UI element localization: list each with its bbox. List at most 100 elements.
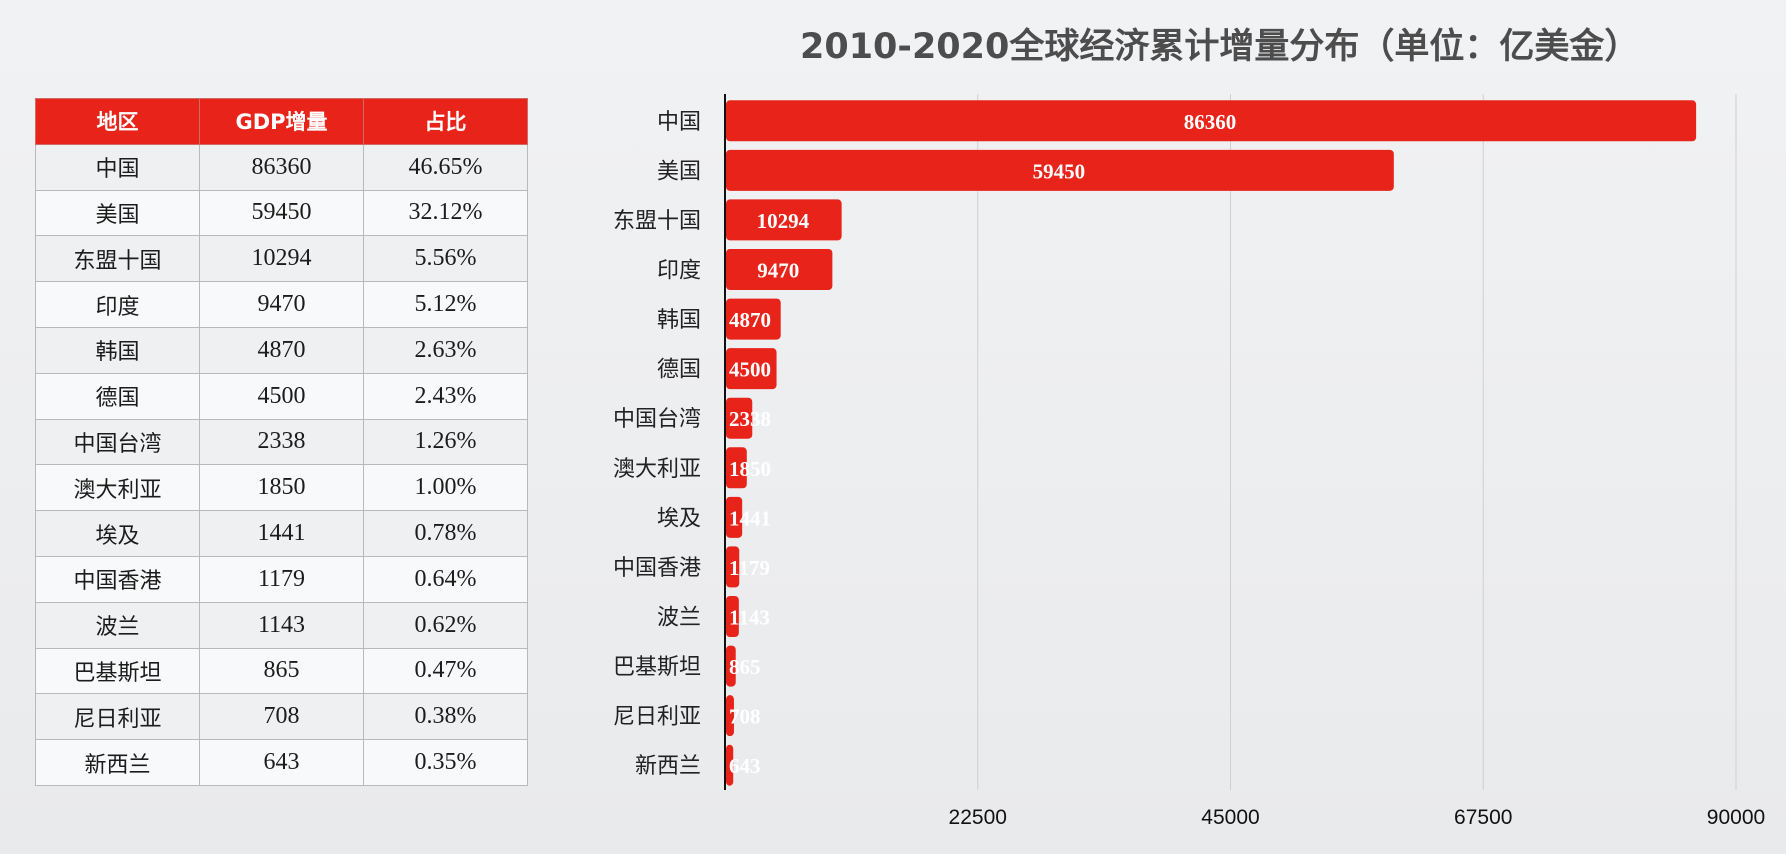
- bar-value-label: 1441: [729, 506, 771, 530]
- category-label: 巴基斯坦: [613, 655, 701, 680]
- bar: [726, 447, 747, 489]
- bar: [726, 496, 743, 538]
- table-cell-gdp-increase: 10294: [199, 235, 364, 283]
- table-cell-gdp-increase: 59450: [199, 189, 364, 237]
- grid-lines: [724, 94, 1737, 790]
- table-cell-gdp-increase: 4500: [199, 372, 364, 420]
- category-label: 波兰: [657, 606, 701, 631]
- table-row: 德国 4500 2.43%: [35, 372, 528, 420]
- category-label: 中国香港: [613, 556, 701, 581]
- category-label: 埃及: [657, 506, 701, 531]
- category-label: 韩国: [657, 308, 701, 333]
- table-cell-region: 德国: [35, 372, 200, 420]
- bar: [726, 199, 842, 241]
- table-cell-share: 0.47%: [363, 647, 528, 695]
- table-header-row: 地区 GDP增量 占比: [35, 98, 528, 145]
- table-cell-share: 5.12%: [363, 281, 528, 328]
- bars: 86360 59450 10294 9470 4870 4500 2338 1850 1441 1…: [726, 100, 1697, 786]
- bar-value-label: 865: [729, 655, 761, 679]
- x-tick-label: 67500: [1454, 806, 1512, 829]
- x-tick-label: 90000: [1707, 806, 1765, 829]
- table-cell-gdp-increase: 4870: [199, 326, 364, 374]
- gdp-table: 地区 GDP增量 占比 中国 86360 46.65% 美国 59450 32.12% 东盟…: [35, 98, 528, 786]
- table-cell-share: 1.26%: [363, 418, 528, 466]
- column-header-region: 地区: [35, 98, 200, 145]
- bar-value-label: 1143: [729, 606, 770, 630]
- table-cell-gdp-increase: 2338: [199, 418, 364, 466]
- bar-value-label: 643: [729, 754, 761, 778]
- table-cell-region: 新西兰: [35, 739, 200, 786]
- x-tick-label: 45000: [1201, 806, 1259, 829]
- table-cell-share: 2.43%: [363, 372, 528, 420]
- bar-value-label: 708: [729, 705, 761, 729]
- table-cell-region: 埃及: [35, 510, 200, 557]
- table-row: 埃及 1441 0.78%: [35, 510, 528, 557]
- table-cell-share: 0.78%: [363, 510, 528, 557]
- bar: [726, 298, 781, 340]
- table-row: 新西兰 643 0.35%: [35, 739, 528, 786]
- table-row: 巴基斯坦 865 0.47%: [35, 647, 528, 695]
- table-row: 东盟十国 10294 5.56%: [35, 235, 528, 283]
- table-row: 美国 59450 32.12%: [35, 189, 528, 237]
- category-label: 德国: [657, 358, 701, 383]
- x-axis-ticks: 22500 45000 67500 90000: [949, 806, 1766, 829]
- table-cell-gdp-increase: 1143: [199, 601, 364, 649]
- chart-title: 2010-2020全球经济累计增量分布（单位：亿美金）: [800, 27, 1640, 67]
- category-label: 澳大利亚: [613, 457, 701, 482]
- table-cell-share: 2.63%: [363, 326, 528, 374]
- table-cell-gdp-increase: 708: [199, 693, 364, 741]
- table-cell-share: 32.12%: [363, 189, 528, 237]
- bar-value-label: 2338: [729, 407, 771, 431]
- bar: [726, 348, 777, 390]
- bar-value-label: 1179: [729, 556, 770, 580]
- table-cell-region: 巴基斯坦: [35, 647, 200, 695]
- bar: [726, 249, 833, 290]
- category-label: 东盟十国: [613, 209, 701, 234]
- table-cell-gdp-increase: 1850: [199, 464, 364, 512]
- table-cell-region: 韩国: [35, 326, 200, 374]
- category-label: 中国台湾: [613, 407, 701, 432]
- table-row: 中国台湾 2338 1.26%: [35, 418, 528, 466]
- table-cell-region: 美国: [35, 189, 200, 237]
- table-body: 中国 86360 46.65% 美国 59450 32.12% 东盟十国 10294 5.56%…: [35, 143, 528, 786]
- category-label: 新西兰: [635, 754, 701, 779]
- bar: [726, 695, 734, 737]
- category-label: 尼日利亚: [613, 705, 701, 730]
- table-row: 印度 9470 5.12%: [35, 281, 528, 328]
- bar: [726, 596, 739, 637]
- bar-value-label: 1850: [729, 457, 771, 481]
- bar-value-label: 9470: [757, 259, 799, 283]
- table-cell-region: 中国台湾: [35, 418, 200, 466]
- table-cell-share: 0.62%: [363, 601, 528, 649]
- bar-value-label: 59450: [1033, 159, 1086, 183]
- bar-value-label: 4500: [729, 358, 771, 382]
- category-label: 印度: [657, 259, 701, 284]
- table-cell-share: 0.35%: [363, 739, 528, 786]
- category-label: 中国: [657, 110, 701, 135]
- table-cell-gdp-increase: 1179: [199, 555, 364, 603]
- column-header-gdp-increase: GDP增量: [199, 98, 364, 145]
- table-row: 波兰 1143 0.62%: [35, 601, 528, 649]
- table-cell-region: 印度: [35, 281, 200, 328]
- table-row: 澳大利亚 1850 1.00%: [35, 464, 528, 512]
- bar: [726, 100, 1697, 142]
- table-cell-region: 波兰: [35, 601, 200, 649]
- table-cell-share: 5.56%: [363, 235, 528, 283]
- table-cell-region: 尼日利亚: [35, 693, 200, 741]
- bar-value-label: 10294: [757, 209, 810, 233]
- table-cell-region: 澳大利亚: [35, 464, 200, 512]
- table-cell-share: 46.65%: [363, 143, 528, 191]
- category-labels: 中国美国东盟十国印度韩国德国中国台湾澳大利亚埃及中国香港波兰巴基斯坦尼日利亚新西…: [613, 110, 701, 779]
- bar-value-label: 86360: [1184, 110, 1237, 134]
- table-cell-region: 东盟十国: [35, 235, 200, 283]
- column-header-share: 占比: [363, 98, 528, 145]
- table-row: 韩国 4870 2.63%: [35, 326, 528, 374]
- bar-value-label: 4870: [729, 308, 771, 332]
- bar: [726, 149, 1394, 191]
- table-header: 地区 GDP增量 占比: [35, 98, 528, 145]
- x-tick-label: 22500: [949, 806, 1007, 829]
- table-cell-region: 中国香港: [35, 555, 200, 603]
- bar: [726, 645, 736, 687]
- bar: [726, 744, 734, 786]
